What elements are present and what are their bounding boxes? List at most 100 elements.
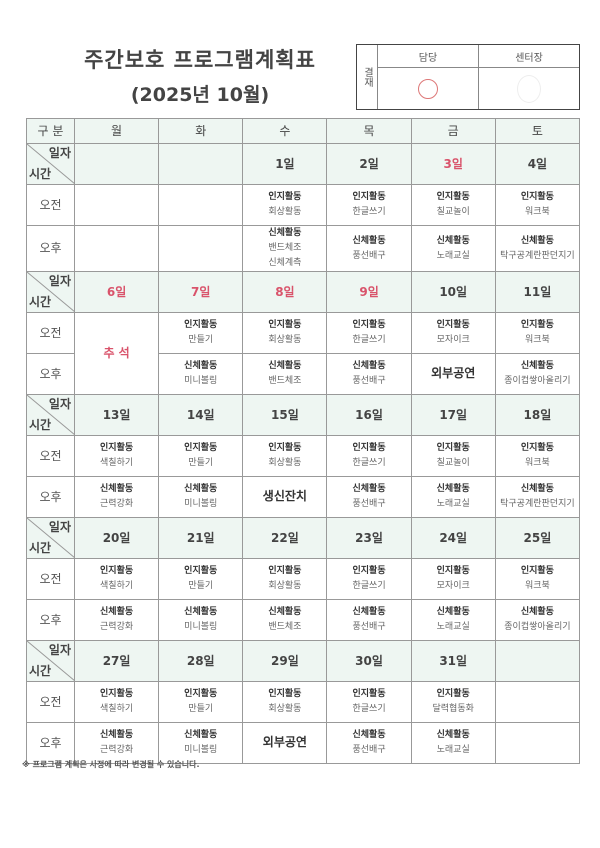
activity-category: 신체활동 (436, 607, 470, 617)
date-cell: 15일 (242, 394, 328, 436)
activity-category: 인지활동 (436, 192, 470, 202)
pm-activity-cell: 신체활동 노래교실 (410, 476, 496, 518)
activity-name: 만들기 (188, 335, 214, 345)
am-activity-cell: 인지활동 한글쓰기 (326, 184, 412, 226)
pm-activity-cell: 신체활동 노래교실 (410, 599, 496, 641)
date-time-corner: 일자 시간 (26, 640, 75, 682)
activity-name: 탁구공계란판던지기 (500, 250, 575, 261)
pm-activity-cell: 외부공연 (242, 722, 328, 764)
activity-name: 탁구공계란판던지기 (500, 499, 575, 509)
diagonal-line (27, 272, 75, 312)
am-activity-cell (494, 681, 581, 723)
event-label: 외부공연 (431, 365, 476, 380)
date-cell: 4일 (494, 143, 581, 185)
activity-name: 워크북 (524, 335, 550, 345)
pm-activity-cell: 신체활동 미니볼링 (158, 722, 244, 764)
director-stamp-icon (517, 74, 541, 103)
pm-activity-cell: 신체활동 풍선배구 (326, 476, 412, 518)
pm-row: 오후 신체활동 근력강화 신체활동 미니볼링 신체활동 밴드체조 신체활동 풍선배구 신체활동 노래… (26, 599, 581, 641)
corner-date-label: 일자 (48, 397, 71, 411)
date-cell: 28일 (158, 640, 244, 682)
am-activity-cell: 인지활동 색칠하기 (73, 558, 160, 600)
activity-category: 인지활동 (268, 192, 302, 202)
date-cell: 20일 (73, 517, 160, 559)
am-activity-cell: 인지활동 칠교놀이 (410, 184, 496, 226)
activity-name: 근력강화 (100, 745, 134, 755)
diagonal-line (27, 518, 75, 558)
am-activity-cell: 인지활동 한글쓰기 (326, 435, 412, 477)
am-activity-cell: 인지활동 색칠하기 (73, 681, 160, 723)
pm-activity-cell: 신체활동 풍선배구 (326, 353, 412, 395)
date-cell: 31일 (410, 640, 496, 682)
am-activity-cell: 인지활동 만들기 (158, 435, 244, 477)
pm-activity-cell: 생신잔치 (242, 476, 328, 518)
activity-name: 회상활동 (268, 458, 302, 468)
date-cell: 14일 (158, 394, 244, 436)
activity-name: 한글쓰기 (352, 458, 386, 468)
pm-activity-cell: 신체활동 미니볼링 (158, 353, 244, 395)
corner-date-label: 일자 (48, 520, 71, 534)
am-label: 오전 (26, 558, 75, 600)
activity-category: 인지활동 (520, 566, 554, 576)
activity-category: 신체활동 (352, 235, 386, 246)
diagonal-line (27, 641, 75, 681)
am-activity-cell: 인지활동 한글쓰기 (326, 312, 412, 354)
date-time-corner: 일자 시간 (26, 143, 75, 185)
activity-name: 워크북 (524, 581, 550, 591)
activity-category: 신체활동 (184, 607, 218, 617)
pm-activity-cell: 외부공연 (410, 353, 496, 395)
pm-activity-cell: 신체활동 탁구공계란판던지기 (494, 476, 581, 518)
activity-category: 신체활동 (100, 607, 134, 617)
activity-category: 인지활동 (100, 689, 134, 699)
activity-category: 인지활동 (520, 320, 554, 330)
pm-label: 오후 (26, 722, 75, 764)
corner-date-label: 일자 (48, 274, 71, 288)
date-cell: 1일 (242, 143, 328, 185)
am-activity-cell (158, 184, 244, 226)
am-activity-cell: 인지활동 워크북 (494, 184, 581, 226)
diagonal-line (27, 144, 75, 184)
activity-category: 신체활동 (436, 235, 470, 246)
pm-activity-cell: 신체활동 근력강화 (73, 722, 160, 764)
activity-name: 신체계측 (268, 258, 302, 268)
am-label: 오전 (26, 312, 75, 354)
activity-category: 인지활동 (184, 320, 218, 330)
activity-name: 한글쓰기 (352, 581, 386, 591)
page-title: 주간보호 프로그램계획표 (84, 48, 316, 72)
activity-category: 신체활동 (352, 607, 386, 617)
activity-category: 신체활동 (352, 730, 386, 740)
header-day: 수 (242, 118, 328, 144)
date-row: 일자 시간 20일 21일 22일 23일 24일 25일 (26, 517, 581, 559)
date-cell: 24일 (410, 517, 496, 559)
pm-activity-cell: 신체활동 밴드체조 (242, 353, 328, 395)
header-category: 구 분 (26, 118, 75, 144)
date-cell: 23일 (326, 517, 412, 559)
date-cell: 8일 (242, 271, 328, 313)
activity-category: 신체활동 (436, 484, 470, 494)
activity-name: 풍선배구 (352, 499, 386, 509)
pm-row: 오후 신체활동 미니볼링 신체활동 밴드체조 신체활동 풍선배구 외부공연 신체활동 종이컵쌓아올… (26, 353, 581, 395)
activity-category: 인지활동 (352, 320, 386, 330)
activity-name: 노래교실 (436, 250, 470, 261)
am-label: 오전 (26, 184, 75, 226)
date-cell: 10일 (410, 271, 496, 313)
date-cell: 29일 (242, 640, 328, 682)
activity-category: 신체활동 (520, 361, 554, 371)
corner-time-label: 시간 (29, 541, 52, 555)
activity-name: 풍선배구 (352, 622, 386, 632)
am-label: 오전 (26, 681, 75, 723)
activity-category: 인지활동 (184, 443, 218, 453)
activity-name: 회상활동 (268, 335, 302, 345)
date-cell: 17일 (410, 394, 496, 436)
activity-name: 종이컵쌓아올리기 (504, 622, 571, 632)
activity-category: 인지활동 (268, 689, 302, 699)
am-activity-cell: 인지활동 만들기 (158, 681, 244, 723)
approval-col-director: 센터장 (478, 45, 579, 67)
activity-name: 미니볼링 (184, 376, 218, 386)
activity-name: 색칠하기 (100, 581, 134, 591)
pm-row: 오후 신체활동 근력강화 신체활동 미니볼링 생신잔치 신체활동 풍선배구 신체활동 노래교실 신체… (26, 476, 581, 518)
